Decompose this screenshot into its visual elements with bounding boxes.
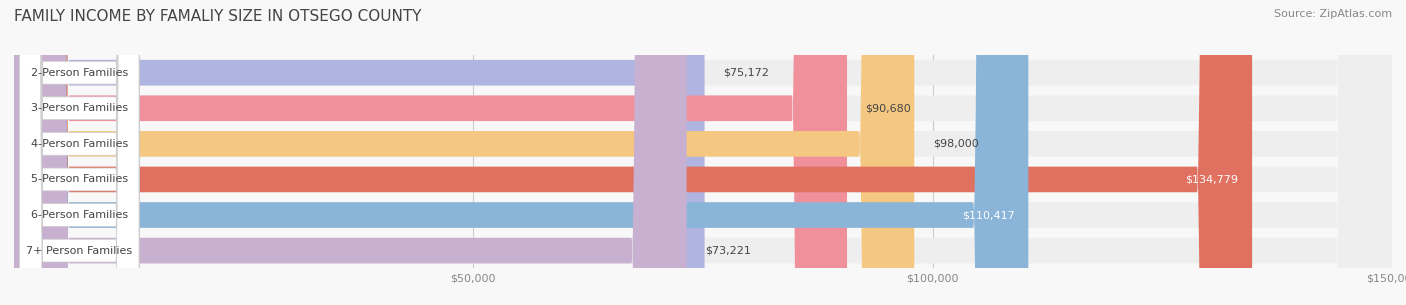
- Text: 7+ Person Families: 7+ Person Families: [27, 246, 132, 256]
- Text: Source: ZipAtlas.com: Source: ZipAtlas.com: [1274, 9, 1392, 19]
- FancyBboxPatch shape: [14, 0, 1392, 305]
- FancyBboxPatch shape: [20, 0, 139, 305]
- FancyBboxPatch shape: [14, 0, 1392, 305]
- FancyBboxPatch shape: [14, 0, 1253, 305]
- FancyBboxPatch shape: [14, 0, 1392, 305]
- Text: 4-Person Families: 4-Person Families: [31, 139, 128, 149]
- Text: 3-Person Families: 3-Person Families: [31, 103, 128, 113]
- Text: $110,417: $110,417: [962, 210, 1015, 220]
- Text: FAMILY INCOME BY FAMALIY SIZE IN OTSEGO COUNTY: FAMILY INCOME BY FAMALIY SIZE IN OTSEGO …: [14, 9, 422, 24]
- FancyBboxPatch shape: [14, 0, 1392, 305]
- FancyBboxPatch shape: [20, 0, 139, 305]
- Text: $98,000: $98,000: [932, 139, 979, 149]
- FancyBboxPatch shape: [20, 0, 139, 305]
- Text: 6-Person Families: 6-Person Families: [31, 210, 128, 220]
- Text: $90,680: $90,680: [866, 103, 911, 113]
- Text: 5-Person Families: 5-Person Families: [31, 174, 128, 185]
- FancyBboxPatch shape: [20, 0, 139, 305]
- Text: $134,779: $134,779: [1185, 174, 1239, 185]
- FancyBboxPatch shape: [14, 0, 1392, 305]
- FancyBboxPatch shape: [20, 0, 139, 305]
- FancyBboxPatch shape: [14, 0, 1392, 305]
- Text: $75,172: $75,172: [723, 68, 769, 78]
- FancyBboxPatch shape: [14, 0, 846, 305]
- Text: $73,221: $73,221: [704, 246, 751, 256]
- FancyBboxPatch shape: [20, 0, 139, 305]
- FancyBboxPatch shape: [14, 0, 704, 305]
- Text: 2-Person Families: 2-Person Families: [31, 68, 128, 78]
- FancyBboxPatch shape: [14, 0, 686, 305]
- FancyBboxPatch shape: [14, 0, 1028, 305]
- FancyBboxPatch shape: [14, 0, 914, 305]
